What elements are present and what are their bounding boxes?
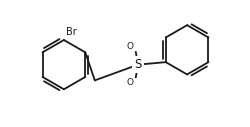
Text: S: S — [134, 58, 141, 71]
Text: O: O — [126, 78, 134, 87]
Text: Br: Br — [66, 27, 76, 37]
Text: O: O — [126, 42, 134, 51]
